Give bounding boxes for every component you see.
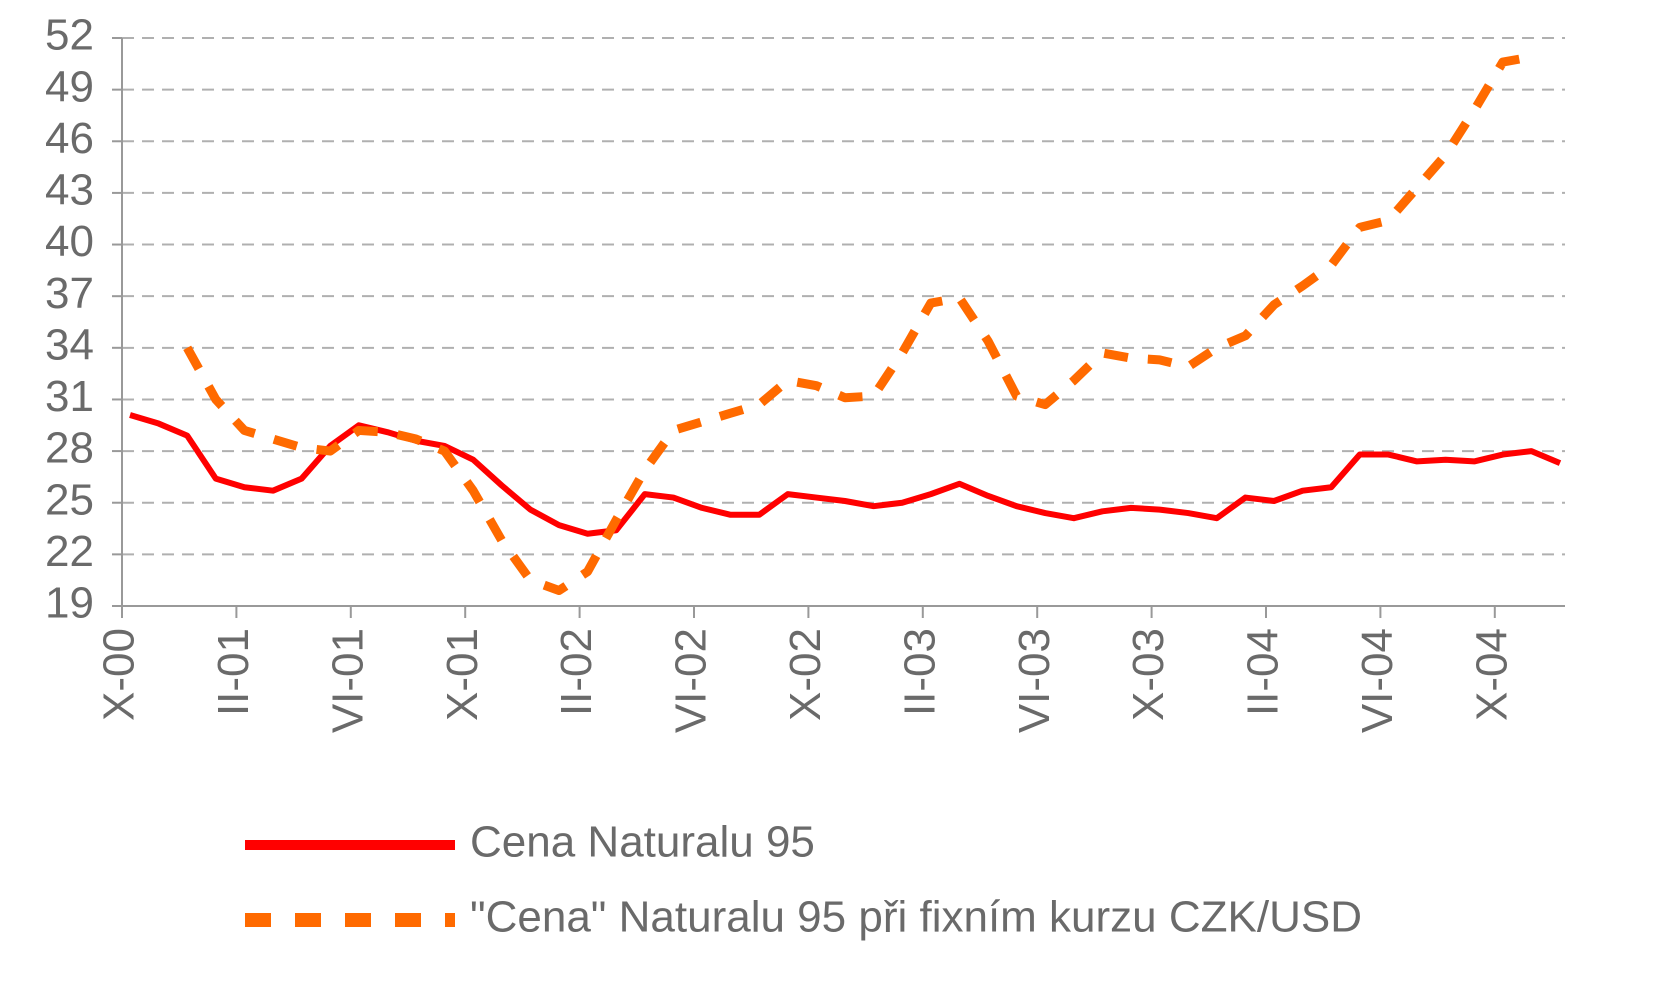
y-tick-label: 25 [45,475,94,524]
legend-label: "Cena" Naturalu 95 při fixním kurzu CZK/… [470,893,1362,942]
y-tick-label: 31 [45,372,94,421]
x-tick-label: II-03 [895,628,944,716]
x-tick-label: X-03 [1124,628,1173,721]
y-tick-label: 46 [45,114,94,163]
y-tick-label: 40 [45,217,94,266]
legend-label: Cena Naturalu 95 [470,818,815,867]
x-tick-label: X-01 [438,628,487,721]
y-tick-label: 43 [45,166,94,215]
y-tick-label: 19 [45,579,94,628]
x-tick-label: II-04 [1239,628,1288,716]
series-line [129,412,1562,537]
y-tick-label: 37 [45,269,94,318]
y-tick-label: 52 [45,11,94,60]
x-tick-label: II-01 [209,628,258,716]
y-tick-label: 22 [45,527,94,576]
x-tick-label: II-02 [552,628,601,716]
x-tick-label: X-04 [1467,628,1516,721]
series-line [183,52,1533,596]
x-tick-label: VI-03 [1010,628,1059,733]
y-tick-label: 28 [45,424,94,473]
y-tick-label: 34 [45,320,94,369]
y-tick-label: 49 [45,62,94,111]
x-tick-label: VI-04 [1353,628,1402,733]
x-tick-label: VI-02 [667,628,716,733]
x-tick-label: X-02 [781,628,830,721]
x-tick-label: VI-01 [323,628,372,733]
x-tick-label: X-00 [95,628,144,721]
